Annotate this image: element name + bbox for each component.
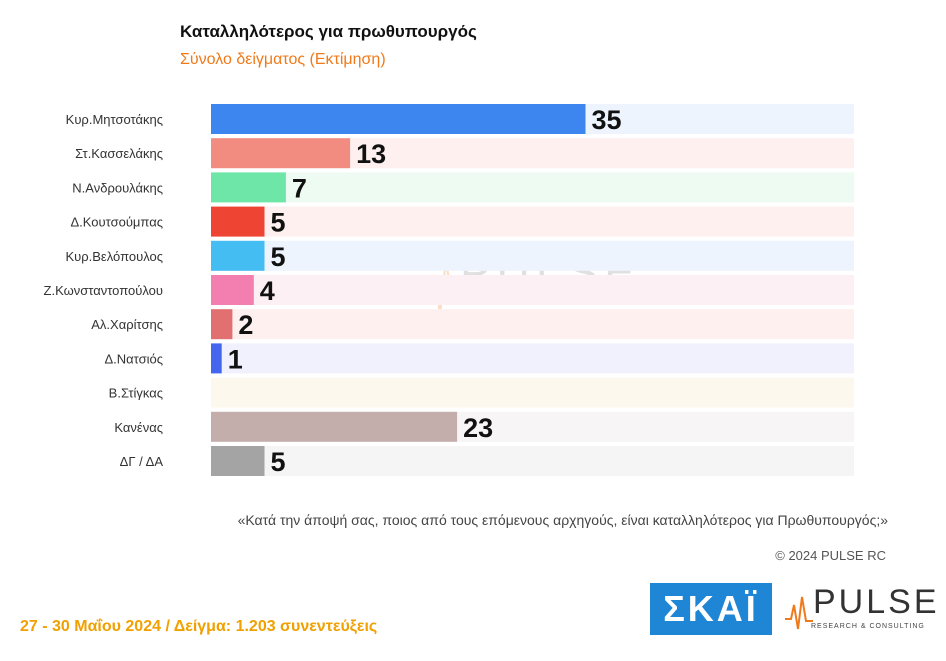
bar <box>211 172 286 203</box>
row-background <box>211 377 854 408</box>
pulse-logo-sub: RESEARCH & CONSULTING <box>811 623 925 630</box>
bar <box>211 206 265 237</box>
pulse-wave-icon <box>785 596 813 630</box>
category-label: Κανένας <box>114 420 163 435</box>
value-label: 7 <box>292 173 307 203</box>
pulse-logo-word: PULSE <box>813 583 940 621</box>
copyright: © 2024 PULSE RC <box>775 548 886 563</box>
bar <box>211 104 586 134</box>
value-label: 5 <box>271 447 286 477</box>
category-label: Κυρ.Μητσοτάκης <box>66 112 163 127</box>
category-label: Δ.Κουτσούμπας <box>70 215 163 230</box>
bar <box>211 275 254 305</box>
pulse-logo: PULSE RESEARCH & CONSULTING <box>785 583 937 637</box>
value-label: 2 <box>238 310 253 340</box>
value-label: 13 <box>356 139 386 169</box>
bar <box>211 240 265 271</box>
category-label: Ζ.Κωνσταντοπούλου <box>44 283 163 298</box>
bar <box>211 309 233 340</box>
value-label: 5 <box>271 242 286 272</box>
row-background <box>211 172 854 203</box>
survey-question: «Κατά την άποψή σας, ποιος από τους επόμ… <box>237 512 888 528</box>
category-label: Δ.Νατσιός <box>104 351 163 366</box>
row-background <box>211 206 854 237</box>
value-label: 4 <box>260 276 275 306</box>
row-background <box>211 446 854 476</box>
value-label: 23 <box>463 413 493 443</box>
category-label: Κυρ.Βελόπουλος <box>65 249 163 264</box>
value-label: 35 <box>592 105 622 135</box>
category-label: Ν.Ανδρουλάκης <box>72 180 163 195</box>
row-background <box>211 309 854 340</box>
category-label: Β.Στίγκας <box>109 386 163 401</box>
bar <box>211 411 458 442</box>
bar <box>211 343 222 374</box>
chart-subtitle: Σύνολο δείγματος (Εκτίμηση) <box>180 51 386 68</box>
value-label: 1 <box>228 344 243 374</box>
bar <box>211 446 265 476</box>
survey-info: 27 - 30 Μαΐου 2024 / Δείγμα: 1.203 συνεν… <box>20 618 378 635</box>
category-label: Αλ.Χαρίτσης <box>91 317 163 332</box>
value-label: 5 <box>271 208 286 238</box>
skai-logo: ΣΚΑΪ <box>650 583 772 635</box>
row-background <box>211 275 854 305</box>
bar <box>211 138 351 169</box>
row-background <box>211 343 854 374</box>
bar-chart: Κυρ.Μητσοτάκης 35 Στ.Κασσελάκης 13 Ν.Ανδρουλ… <box>44 104 854 477</box>
category-label: ΔΓ / ΔΑ <box>120 454 164 469</box>
chart-title: Καταλληλότερος για πρωθυπουργός <box>180 22 477 41</box>
row-background <box>211 240 854 271</box>
category-label: Στ.Κασσελάκης <box>75 146 163 161</box>
